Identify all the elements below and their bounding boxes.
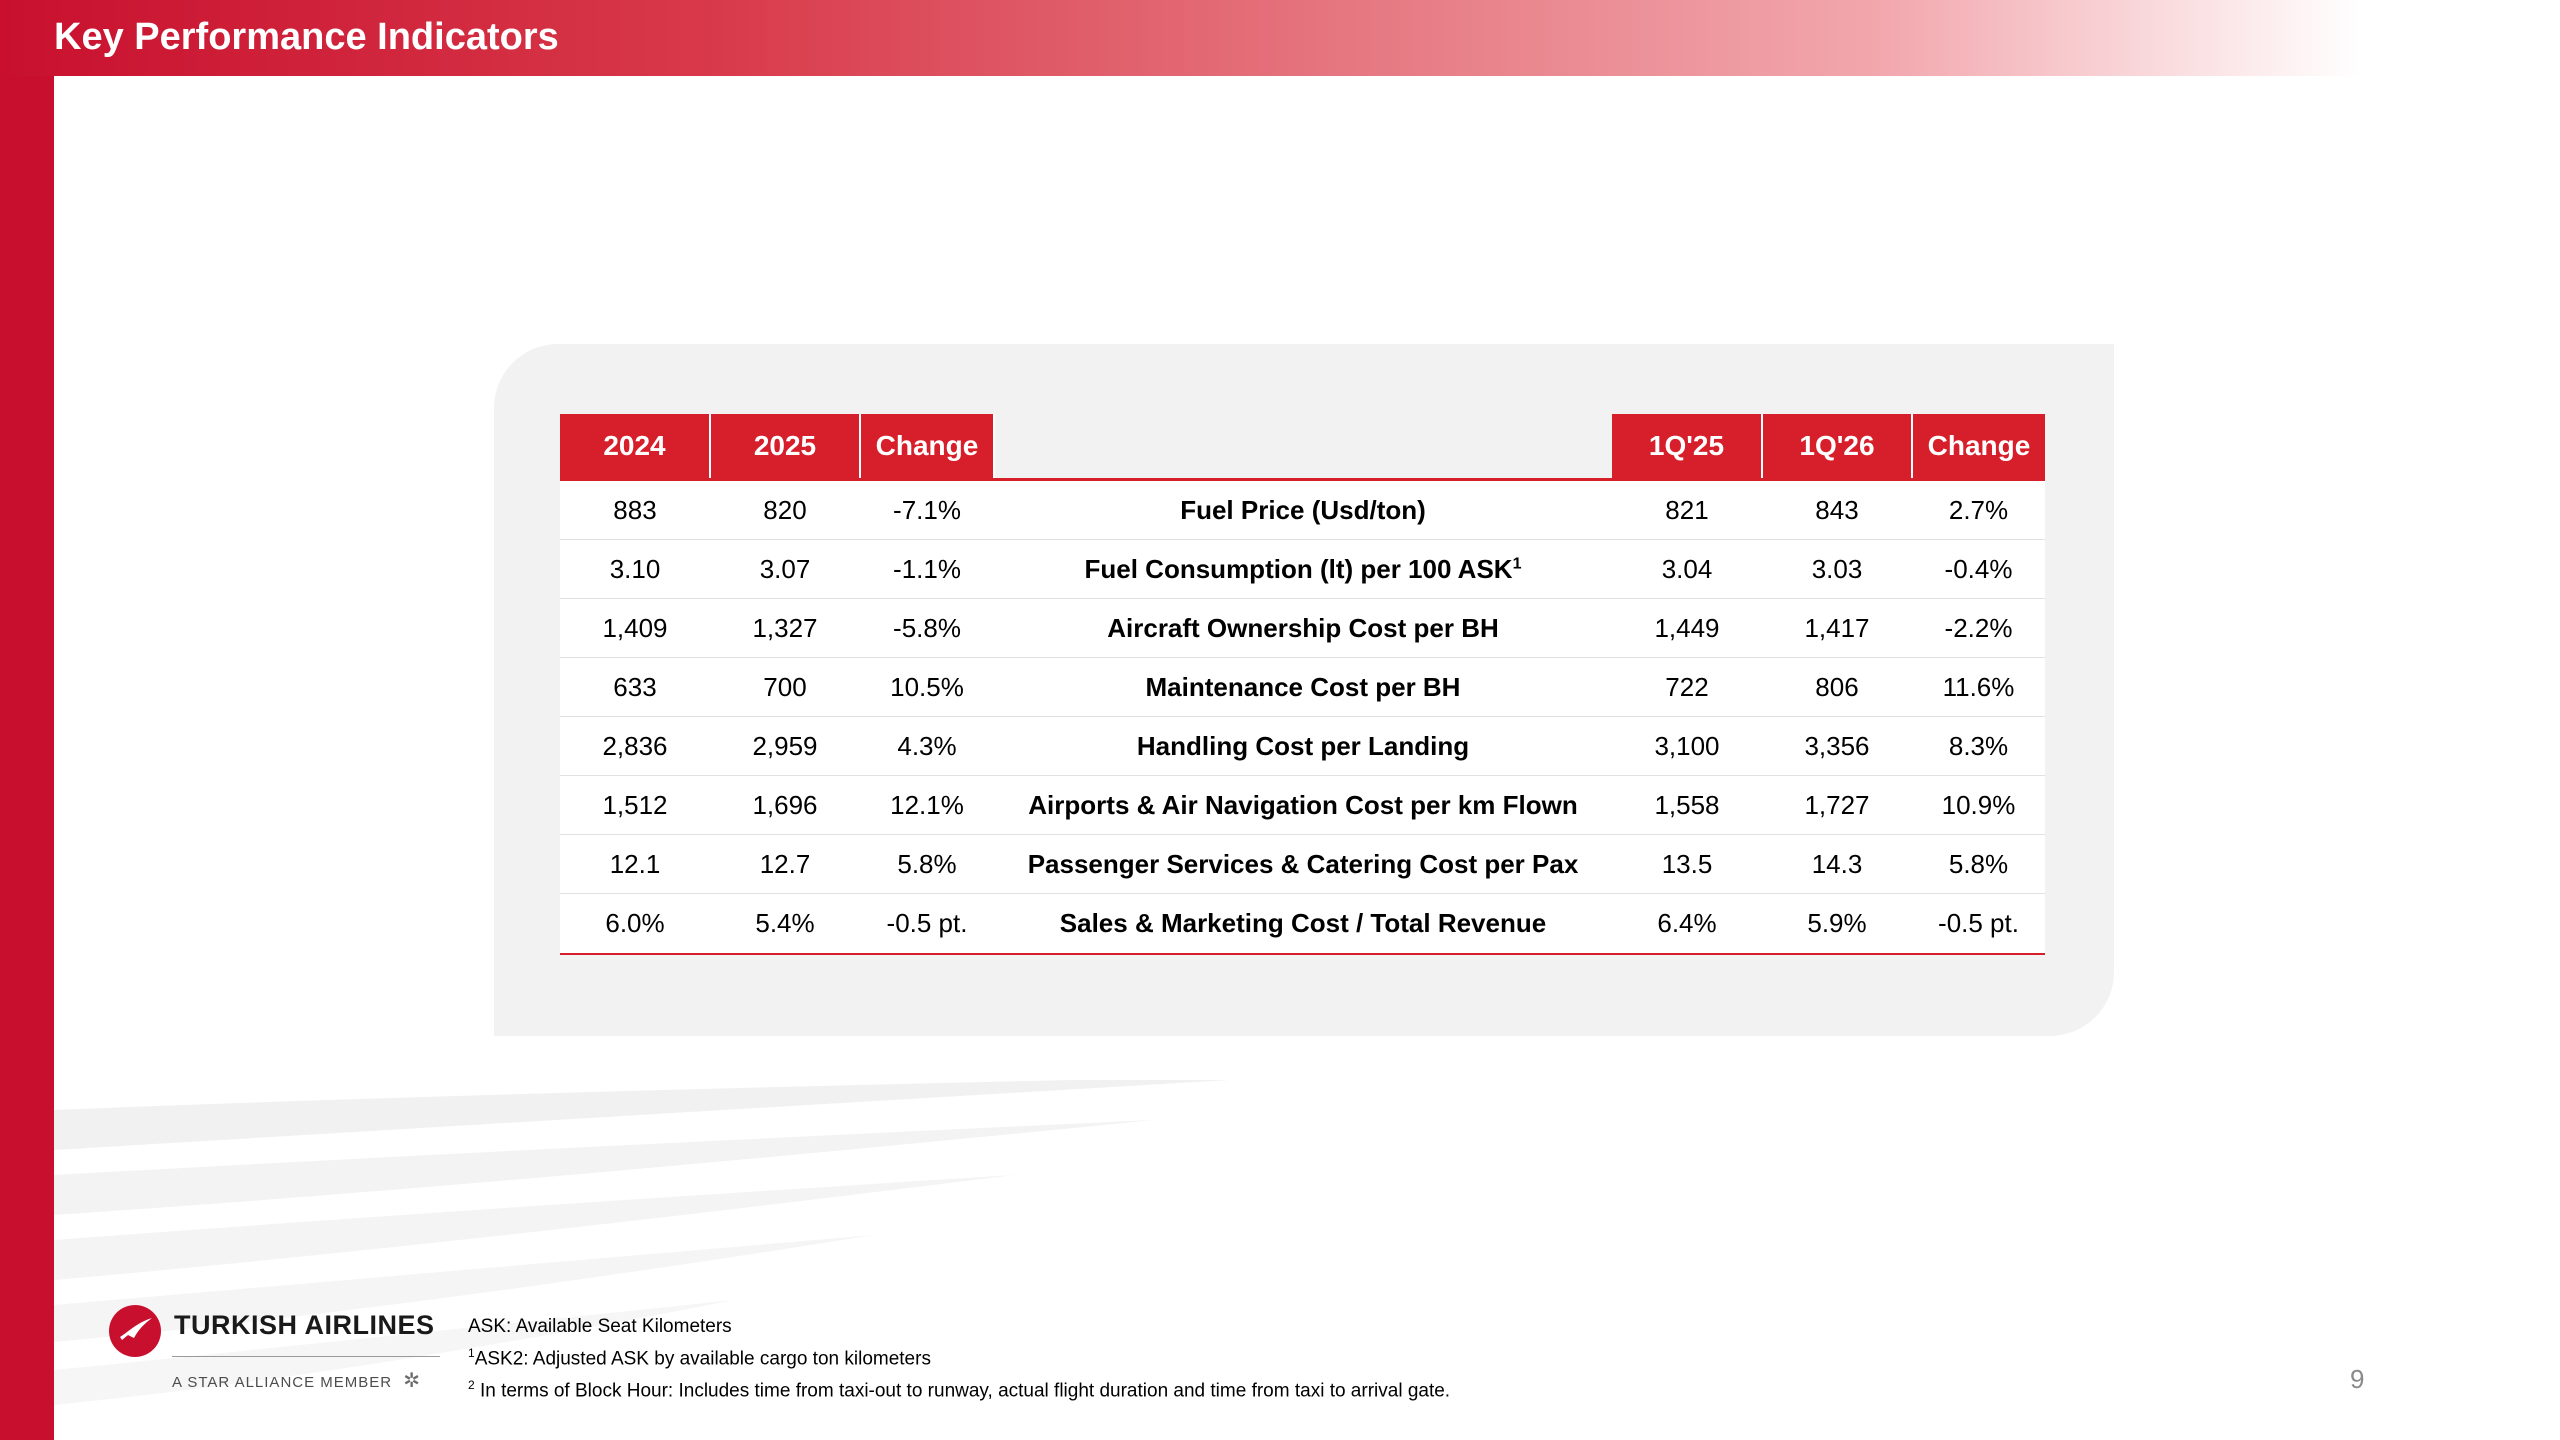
table-row: 1,409 1,327 -5.8% Aircraft Ownership Cost p… — [560, 598, 2045, 658]
page-number: 9 — [2350, 1364, 2365, 1394]
cell-1q25: 821 — [1612, 479, 1762, 540]
cell-change-quarter: -0.4% — [1912, 539, 2045, 599]
cell-1q26: 1,417 — [1762, 598, 1912, 658]
cell-1q26: 3,356 — [1762, 716, 1912, 776]
cell-change-annual: -1.1% — [860, 539, 994, 599]
cell-2025: 700 — [710, 657, 860, 717]
cell-1q25: 722 — [1612, 657, 1762, 717]
cell-1q26: 5.9% — [1762, 893, 1912, 955]
header-change-annual: Change — [860, 414, 995, 480]
footnote-ask: ASK: Available Seat Kilometers — [468, 1316, 732, 1337]
cell-change-annual: -5.8% — [860, 598, 994, 658]
cell-metric: Fuel Price (Usd/ton) — [994, 479, 1612, 540]
cell-2025: 3.07 — [710, 539, 860, 599]
cell-2024: 1,409 — [560, 598, 710, 658]
turkish-airlines-logo: TURKISH AIRLINES A STAR ALLIANCE MEMBER … — [108, 1300, 448, 1400]
cell-2024: 12.1 — [560, 834, 710, 894]
cell-change-quarter: 5.8% — [1912, 834, 2045, 894]
cell-metric: Sales & Marketing Cost / Total Revenue — [994, 893, 1612, 955]
cell-1q25: 3.04 — [1612, 539, 1762, 599]
header-metric-blank — [994, 414, 1612, 480]
cell-2025: 12.7 — [710, 834, 860, 894]
left-accent-bar — [0, 0, 54, 1440]
cell-1q26: 806 — [1762, 657, 1912, 717]
background-swooshes — [54, 1080, 1230, 1405]
cell-2024: 883 — [560, 479, 710, 540]
cell-1q26: 3.03 — [1762, 539, 1912, 599]
cell-1q26: 843 — [1762, 479, 1912, 540]
cell-change-annual: 10.5% — [860, 657, 994, 717]
cell-2024: 2,836 — [560, 716, 710, 776]
table-row: 633 700 10.5% Maintenance Cost per BH 722 806… — [560, 657, 2045, 717]
cell-2025: 5.4% — [710, 893, 860, 955]
table-row: 883 820 -7.1% Fuel Price (Usd/ton) 821 843 2.7… — [560, 479, 2045, 540]
star-alliance-icon: ✲ — [403, 1370, 422, 1392]
cell-metric: Maintenance Cost per BH — [994, 657, 1612, 717]
table-row: 2,836 2,959 4.3% Handling Cost per Landing 3… — [560, 716, 2045, 776]
cell-change-quarter: 10.9% — [1912, 775, 2045, 835]
cell-2024: 6.0% — [560, 893, 710, 955]
cell-2025: 2,959 — [710, 716, 860, 776]
cell-1q26: 1,727 — [1762, 775, 1912, 835]
table-row: 6.0% 5.4% -0.5 pt. Sales & Marketing Cost /… — [560, 893, 2045, 955]
cell-2025: 820 — [710, 479, 860, 540]
airline-emblem-icon — [109, 1305, 161, 1357]
table-row: 3.10 3.07 -1.1% Fuel Consumption (lt) per 1… — [560, 539, 2045, 599]
cell-metric: Handling Cost per Landing — [994, 716, 1612, 776]
cell-metric: Airports & Air Navigation Cost per km Fl… — [994, 775, 1612, 835]
cell-change-annual: 12.1% — [860, 775, 994, 835]
cell-change-annual: -0.5 pt. — [860, 893, 994, 955]
cell-1q25: 1,558 — [1612, 775, 1762, 835]
cell-2024: 633 — [560, 657, 710, 717]
cell-2024: 3.10 — [560, 539, 710, 599]
cell-1q25: 1,449 — [1612, 598, 1762, 658]
table-row: 1,512 1,696 12.1% Airports & Air Navigation… — [560, 775, 2045, 835]
cell-metric: Fuel Consumption (lt) per 100 ASK1 — [994, 539, 1612, 599]
page-title: Key Performance Indicators — [54, 16, 559, 58]
logo-tagline: A STAR ALLIANCE MEMBER ✲ — [172, 1370, 422, 1392]
cell-change-annual: -7.1% — [860, 479, 994, 540]
cell-1q25: 6.4% — [1612, 893, 1762, 955]
cell-change-annual: 4.3% — [860, 716, 994, 776]
header-2024: 2024 — [560, 414, 711, 480]
header-1q25: 1Q'25 — [1612, 414, 1763, 480]
cell-2025: 1,696 — [710, 775, 860, 835]
header-change-quarter: Change — [1912, 414, 2045, 480]
logo-divider — [172, 1356, 440, 1357]
footnote-ask2: 1ASK2: Adjusted ASK by available cargo t… — [468, 1346, 931, 1370]
header-2025: 2025 — [710, 414, 861, 480]
title-band: Key Performance Indicators — [0, 0, 2360, 76]
logo-wordmark: TURKISH AIRLINES — [174, 1310, 435, 1340]
cell-change-quarter: 2.7% — [1912, 479, 2045, 540]
cell-change-quarter: 11.6% — [1912, 657, 2045, 717]
kpi-table: 2024 2025 Change 1Q'25 1Q'26 Change 883 8… — [560, 414, 2045, 955]
cell-1q26: 14.3 — [1762, 834, 1912, 894]
footnotes: ASK: Available Seat Kilometers 1ASK2: Ad… — [468, 1314, 1450, 1405]
cell-change-quarter: -0.5 pt. — [1912, 893, 2045, 955]
cell-2025: 1,327 — [710, 598, 860, 658]
table-row: 12.1 12.7 5.8% Passenger Services & Caterin… — [560, 834, 2045, 894]
cell-change-quarter: 8.3% — [1912, 716, 2045, 776]
header-1q26: 1Q'26 — [1762, 414, 1913, 480]
cell-1q25: 3,100 — [1612, 716, 1762, 776]
footnote-block-hour: 2 In terms of Block Hour: Includes time … — [468, 1378, 1451, 1402]
cell-metric: Passenger Services & Catering Cost per P… — [994, 834, 1612, 894]
table-header-row: 2024 2025 Change 1Q'25 1Q'26 Change — [560, 414, 2045, 480]
cell-1q25: 13.5 — [1612, 834, 1762, 894]
cell-metric: Aircraft Ownership Cost per BH — [994, 598, 1612, 658]
cell-change-quarter: -2.2% — [1912, 598, 2045, 658]
cell-change-annual: 5.8% — [860, 834, 994, 894]
cell-2024: 1,512 — [560, 775, 710, 835]
